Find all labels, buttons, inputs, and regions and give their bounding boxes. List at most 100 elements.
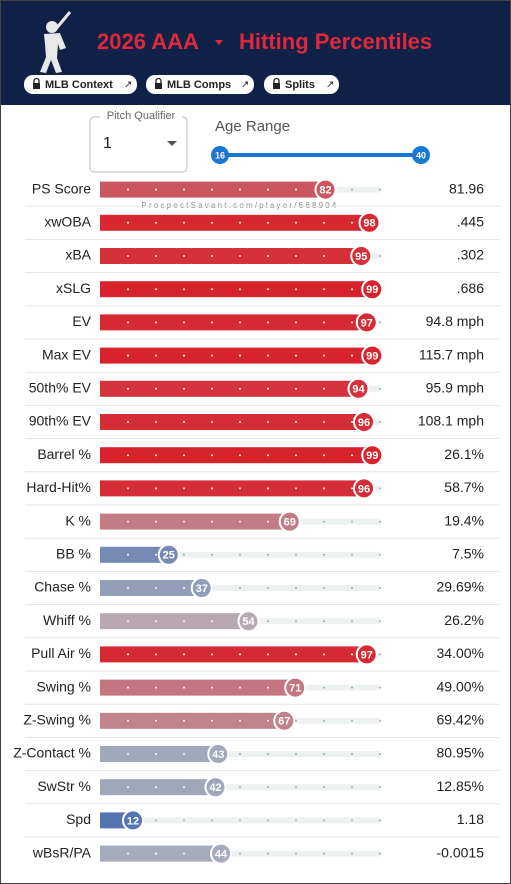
header-button[interactable] (24, 75, 137, 94)
bar-dot (155, 786, 157, 789)
row-value: 108.1 mph (418, 413, 484, 429)
bar-dot (127, 786, 129, 789)
bar-dot (239, 520, 241, 523)
bar-dot (239, 653, 241, 656)
track-dot (323, 819, 325, 822)
track-dot (323, 753, 325, 755)
bar-dot (351, 221, 353, 224)
track-dot (211, 553, 213, 556)
bar-dot (239, 454, 241, 457)
bar-dot (211, 620, 213, 623)
track-dot (267, 620, 269, 623)
row-label: EV (72, 313, 91, 329)
lock-icon (155, 83, 162, 89)
row-value: 81.96 (449, 180, 484, 196)
track-dot (295, 852, 297, 855)
bar-dot (183, 852, 185, 855)
bar-dot (351, 653, 353, 656)
percentile-label: 71 (289, 683, 301, 695)
bar-dot (183, 520, 185, 523)
percentile-bar (100, 480, 364, 497)
track-dot (295, 786, 297, 789)
track-dot (267, 819, 269, 822)
bar-dot (183, 288, 185, 291)
bar-dot (211, 255, 213, 257)
bar-dot (267, 288, 269, 291)
percentile-badge (207, 743, 230, 765)
percentile-label: 94 (352, 384, 365, 396)
percentile-bar (100, 380, 359, 397)
bar-dot (239, 255, 241, 257)
bar-dot (295, 421, 297, 423)
track-dot (267, 553, 269, 556)
row-value: 94.8 mph (426, 313, 484, 329)
bar-dot (155, 321, 157, 324)
row-value: 1.18 (457, 811, 484, 827)
percentile-label: 82 (319, 185, 331, 197)
bar-dot (155, 421, 157, 423)
track-dot (323, 620, 325, 623)
bar-dot (155, 188, 157, 191)
bar-dot (127, 587, 129, 589)
percentile-bar (100, 546, 169, 563)
age-max: 40 (416, 150, 426, 160)
percentile-bar (100, 613, 249, 630)
track-dot (295, 819, 297, 822)
percentile-badge (350, 245, 373, 267)
bar-dot (323, 288, 325, 291)
bar-dot (127, 421, 129, 423)
percentile-badge (358, 211, 381, 234)
row-label: xBA (65, 247, 91, 263)
row-label: Hard-Hit% (26, 479, 91, 495)
bar-dot (155, 686, 157, 689)
external-arrow: ↗ (124, 80, 132, 91)
bar-dot (267, 321, 269, 324)
percentile-badge (210, 842, 232, 865)
bar-dot (295, 387, 297, 390)
bar-dot (295, 354, 297, 357)
bar-dot (127, 487, 129, 490)
header-button[interactable] (146, 75, 254, 94)
header-button[interactable] (264, 75, 339, 94)
bar-dot (267, 255, 269, 257)
bar-dot (239, 288, 241, 291)
track-dot (183, 819, 185, 822)
row-label: wBsR/PA (32, 844, 92, 860)
bar-dot (351, 321, 353, 324)
track-dot (323, 786, 325, 789)
percentile-bar (100, 679, 296, 696)
percentile-bar (100, 779, 216, 796)
select-caret (167, 141, 177, 146)
bar-dot (155, 288, 157, 291)
percentile-badge (353, 411, 375, 433)
slider-thumb[interactable] (211, 146, 229, 164)
track-dot (379, 421, 381, 423)
track-dot (295, 620, 297, 623)
row-value: 26.1% (444, 446, 484, 462)
percentile-label: 67 (278, 716, 290, 728)
bar-dot (211, 421, 213, 423)
bar-dot (239, 686, 241, 689)
legend-bg (100, 110, 182, 122)
bar-dot (239, 221, 241, 224)
bar-dot (239, 188, 241, 191)
track-dot (323, 852, 325, 855)
bar-dot (127, 221, 129, 224)
track-dot (267, 786, 269, 789)
track-dot (379, 852, 381, 855)
slider-thumb[interactable] (412, 146, 430, 164)
percentile-bar (100, 845, 221, 862)
row-label: 90th% EV (29, 413, 92, 429)
bar-dot (127, 620, 129, 623)
level-select[interactable]: 2026 AAA (97, 29, 199, 54)
percentile-label: 42 (209, 782, 221, 794)
bar-dot (323, 221, 325, 224)
bar-dot (183, 188, 185, 191)
age-range-label: Age Range (215, 118, 290, 135)
track-dot (379, 255, 381, 257)
bar-dot (295, 288, 297, 291)
percentile-bar (100, 248, 362, 264)
percentile-bar (100, 414, 364, 430)
bar-dot (211, 221, 213, 224)
